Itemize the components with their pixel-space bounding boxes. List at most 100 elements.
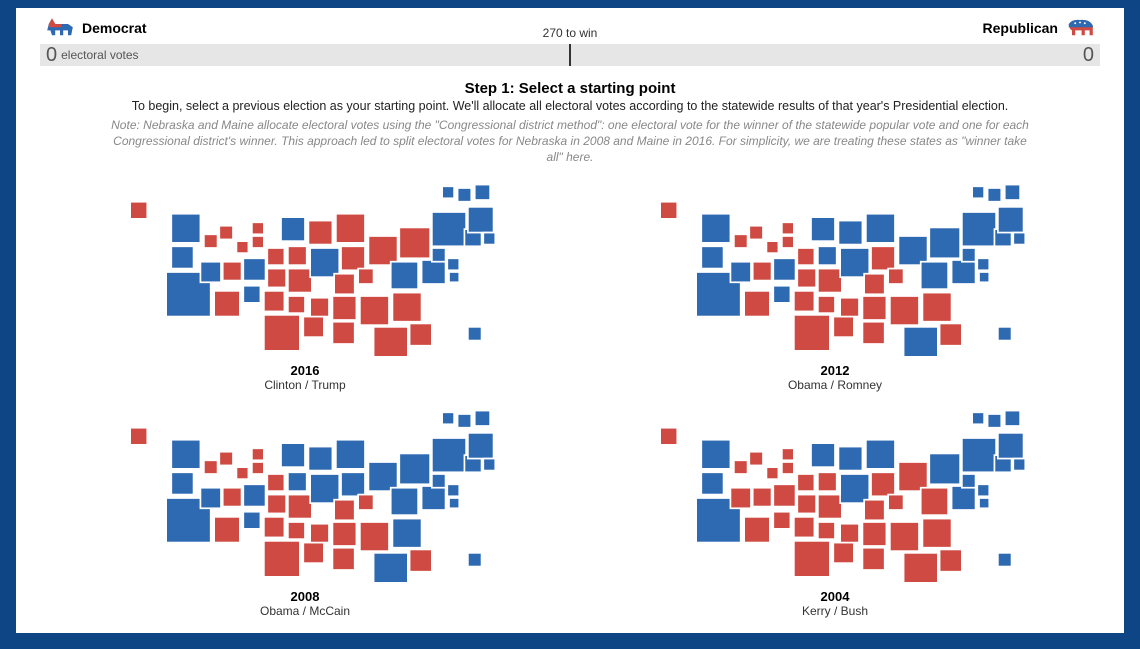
state-SD: [252, 462, 264, 474]
dem-count: 0: [46, 44, 57, 67]
state-MO: [818, 494, 842, 518]
state-ME: [1005, 410, 1020, 425]
state-HI: [998, 326, 1012, 340]
state-KS: [267, 494, 286, 513]
state-NJ: [962, 248, 976, 262]
map-option-2008[interactable]: 2008Obama / McCain: [70, 402, 540, 618]
state-WI: [838, 446, 862, 470]
state-FL: [904, 552, 938, 581]
state-LA: [303, 542, 324, 563]
state-PA: [929, 453, 960, 484]
state-VA: [391, 487, 418, 514]
map-option-2016[interactable]: 2016Clinton / Trump: [70, 176, 540, 392]
state-MS: [310, 297, 329, 316]
state-NC: [392, 292, 421, 321]
state-NE: [797, 248, 814, 265]
state-WY: [766, 241, 778, 253]
state-ID: [734, 234, 748, 248]
state-PA: [399, 227, 430, 258]
state-ID: [734, 460, 748, 474]
state-TX: [264, 540, 300, 576]
state-LA: [833, 316, 854, 337]
map-option-2012[interactable]: 2012Obama / Romney: [600, 176, 1070, 392]
state-FL: [374, 326, 408, 355]
state-IL: [310, 474, 339, 503]
state-NC: [922, 518, 951, 547]
state-HI: [468, 326, 482, 340]
map-year: 2016: [70, 363, 540, 378]
state-LA: [303, 316, 324, 337]
state-OR: [171, 472, 193, 494]
state-MO: [288, 494, 312, 518]
state-WV: [888, 494, 903, 509]
map-option-2004[interactable]: 2004Kerry / Bush: [600, 402, 1070, 618]
state-NV: [200, 487, 221, 508]
state-NM: [243, 285, 260, 302]
map-year: 2004: [600, 589, 1070, 604]
state-KY: [334, 273, 355, 294]
state-IA: [288, 472, 307, 491]
state-MT: [219, 451, 233, 465]
state-WI: [308, 446, 332, 470]
state-MD: [952, 486, 976, 510]
map-label: 2004Kerry / Bush: [600, 589, 1070, 618]
state-ID: [204, 234, 218, 248]
map-label: 2016Clinton / Trump: [70, 363, 540, 392]
state-DC: [979, 272, 989, 282]
state-SD: [782, 236, 794, 248]
state-IN: [871, 472, 895, 496]
state-MS: [310, 523, 329, 542]
state-VA: [921, 261, 948, 288]
rep-count: 0: [1083, 44, 1094, 67]
state-NJ: [432, 248, 446, 262]
state-CO: [773, 258, 795, 280]
state-MD: [952, 260, 976, 284]
state-LA: [833, 542, 854, 563]
state-MS: [840, 523, 859, 542]
state-HI: [998, 552, 1012, 566]
state-MS: [840, 297, 859, 316]
state-KS: [797, 494, 816, 513]
state-UT: [223, 261, 242, 280]
state-ME: [1005, 184, 1020, 199]
state-GA: [360, 296, 389, 325]
donkey-icon: [44, 16, 76, 40]
state-AK: [130, 201, 147, 218]
state-WY: [236, 241, 248, 253]
state-GA: [890, 296, 919, 325]
state-PA: [929, 227, 960, 258]
state-MI: [336, 439, 365, 468]
state-NY: [962, 212, 996, 246]
state-UT: [753, 261, 772, 280]
state-NH: [458, 414, 472, 428]
rep-ev-bar: 0: [569, 44, 1100, 66]
state-AZ: [744, 516, 770, 542]
state-DC: [449, 272, 459, 282]
state-VA: [391, 261, 418, 288]
state-AZ: [214, 516, 240, 542]
state-ND: [252, 222, 264, 234]
dem-label: Democrat: [82, 20, 147, 36]
state-MN: [811, 443, 835, 467]
state-MA: [468, 432, 494, 458]
state-UT: [753, 487, 772, 506]
state-AZ: [744, 290, 770, 316]
state-KY: [334, 499, 355, 520]
state-MO: [818, 268, 842, 292]
state-OR: [701, 472, 723, 494]
state-NE: [267, 248, 284, 265]
state-OH: [898, 236, 927, 265]
state-MI: [336, 213, 365, 242]
state-VT: [442, 412, 454, 424]
state-DE: [447, 258, 459, 270]
party-republican: Republican: [983, 16, 1096, 40]
ev-bar: 0 electoral votes 0: [40, 44, 1100, 66]
state-PA: [399, 453, 430, 484]
state-MA: [998, 432, 1024, 458]
state-NE: [267, 474, 284, 491]
state-WV: [888, 268, 903, 283]
state-WA: [701, 213, 730, 242]
state-SC: [940, 323, 962, 345]
state-MN: [281, 443, 305, 467]
state-ND: [782, 222, 794, 234]
